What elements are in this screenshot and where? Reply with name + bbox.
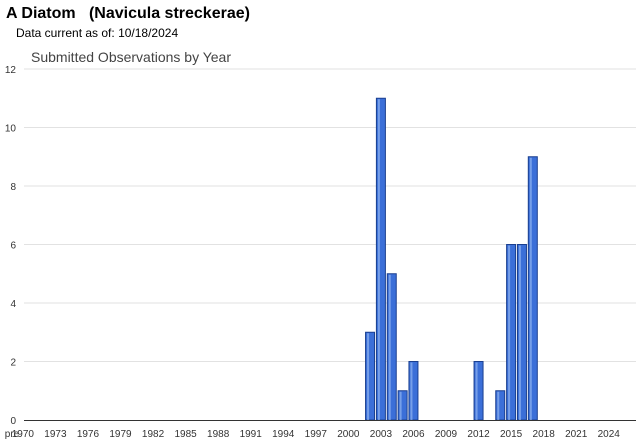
- bars: [365, 97, 538, 421]
- x-tick-label: 2024: [598, 429, 621, 440]
- bar-highlight: [410, 362, 413, 420]
- page-title: A Diatom (Navicula streckerae): [6, 5, 250, 22]
- y-tick-label: 2: [10, 358, 16, 369]
- bar-2003: [375, 97, 386, 421]
- x-tick-label: 2015: [500, 429, 523, 440]
- bar-2017: [527, 156, 538, 421]
- bar-2006: [408, 361, 419, 421]
- bar-2014: [495, 390, 506, 421]
- y-axis-labels: 0 2 4 6 8 10 12: [5, 65, 17, 427]
- y-tick-label: 8: [10, 182, 16, 193]
- gridlines: [24, 68, 636, 362]
- y-tick-label: 12: [5, 65, 17, 76]
- x-tick-label: 2003: [370, 429, 393, 440]
- x-tick-label: 1997: [305, 429, 328, 440]
- x-tick-label: 1979: [109, 429, 132, 440]
- bar-highlight: [399, 391, 402, 420]
- bar-highlight: [367, 333, 370, 420]
- x-tick-label: 2000: [337, 429, 360, 440]
- y-tick-label: 6: [10, 241, 16, 252]
- x-tick-label: 1985: [174, 429, 197, 440]
- bar-highlight: [529, 157, 532, 420]
- x-tick-label: 1982: [142, 429, 165, 440]
- x-tick-label: 2012: [467, 429, 490, 440]
- x-tick-label: 2006: [402, 429, 425, 440]
- x-tick-label: 1991: [240, 429, 263, 440]
- data-date: 10/18/2024: [118, 26, 179, 40]
- data-date-line: Data current as of: 10/18/2024: [16, 26, 178, 40]
- chart-title: Submitted Observations by Year: [31, 49, 231, 65]
- x-tick-label: 2009: [435, 429, 458, 440]
- bar-2002: [365, 331, 376, 421]
- bar-2016: [516, 244, 527, 421]
- bar-highlight: [518, 245, 521, 420]
- bar-highlight: [388, 274, 391, 420]
- bar-highlight: [377, 99, 380, 420]
- bar-2012: [473, 361, 484, 421]
- x-tick-label: 1970: [12, 429, 35, 440]
- x-tick-label: pre: [5, 429, 20, 440]
- bar-highlight: [475, 362, 478, 420]
- x-tick-label: 1988: [207, 429, 230, 440]
- y-tick-label: 0: [10, 416, 16, 427]
- x-tick-label: 1994: [272, 429, 295, 440]
- y-tick-label: 10: [5, 124, 17, 135]
- x-tick-label: 1976: [77, 429, 100, 440]
- bar-highlight: [508, 245, 511, 420]
- subtitle-prefix: Data current as of:: [16, 26, 115, 40]
- bar-highlight: [497, 391, 500, 420]
- x-tick-label: 2021: [565, 429, 588, 440]
- bar-2004: [386, 273, 397, 421]
- y-tick-label: 4: [10, 299, 16, 310]
- bar-2015: [506, 244, 517, 421]
- bar-2005: [397, 390, 408, 421]
- x-tick-label: 2018: [533, 429, 556, 440]
- x-tick-label: 1973: [44, 429, 67, 440]
